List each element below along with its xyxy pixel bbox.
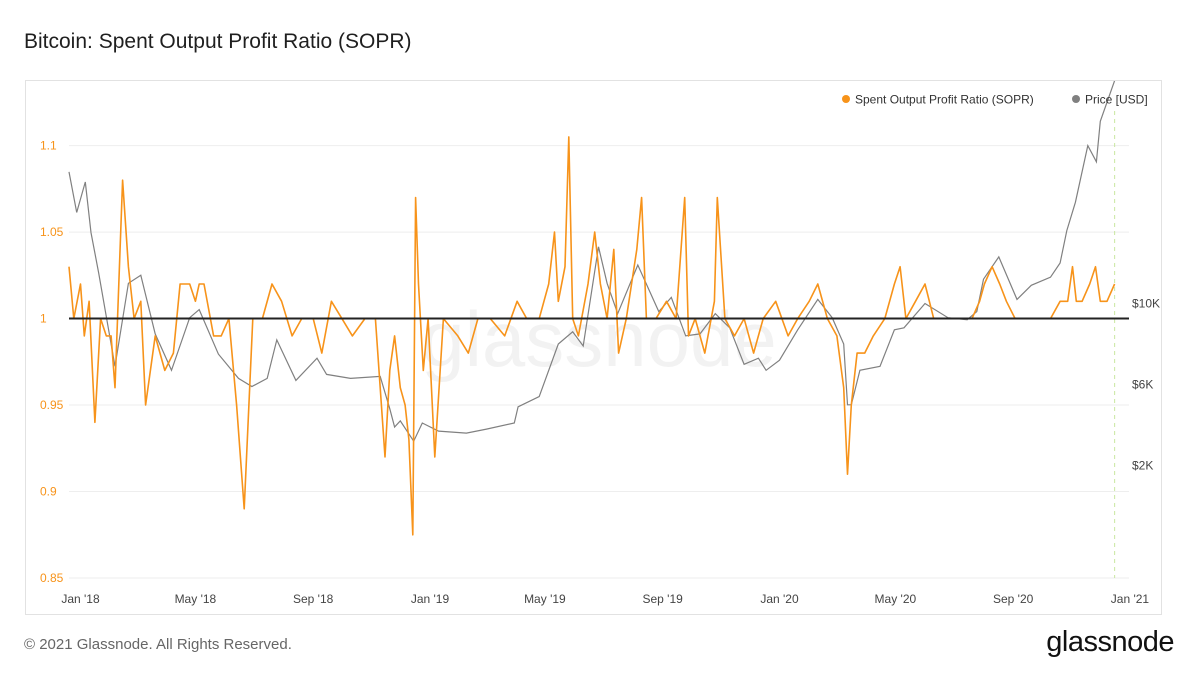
x-tick-label: Jan '20 — [760, 592, 799, 606]
copyright-footer: © 2021 Glassnode. All Rights Reserved. — [24, 636, 292, 653]
legend-label: Price [USD] — [1085, 93, 1148, 107]
y-left-tick-label: 0.95 — [40, 398, 64, 412]
y-left-tick-label: 1.1 — [40, 139, 57, 153]
glassnode-logo: glassnode — [1046, 626, 1174, 658]
chart-panel: glassnode 0.85 0.9 0.95 1 1.05 1.1 $2K $6K $10K Ja… — [25, 0, 1162, 615]
y-left-tick-label: 0.85 — [40, 571, 64, 585]
x-tick-label: Sep '19 — [643, 592, 684, 606]
price-series-line — [68, 0, 1124, 443]
sopr-chart: glassnode 0.85 0.9 0.95 1 1.05 1.1 $2K $6K $10K Ja… — [40, 0, 1160, 606]
x-tick-label: Sep '20 — [993, 592, 1034, 606]
y-right-tick-label: $2K — [1132, 459, 1153, 473]
y-right-tick-label: $10K — [1132, 297, 1160, 311]
x-tick-label: Sep '18 — [293, 592, 334, 606]
y-left-tick-label: 1.05 — [40, 225, 64, 239]
y-left-tick-label: 1 — [40, 312, 47, 326]
watermark: glassnode — [421, 295, 777, 383]
legend-marker — [1072, 95, 1080, 103]
x-tick-label: May '20 — [875, 592, 917, 606]
x-tick-label: May '19 — [524, 592, 566, 606]
legend-label: Spent Output Profit Ratio (SOPR) — [855, 93, 1034, 107]
x-tick-label: May '18 — [175, 592, 217, 606]
x-tick-label: Jan '18 — [61, 592, 100, 606]
y-left-tick-label: 0.9 — [40, 485, 57, 499]
x-tick-label: Jan '21 — [1111, 592, 1150, 606]
y-right-tick-label: $6K — [1132, 378, 1153, 392]
legend-marker — [842, 95, 850, 103]
chart-title: Bitcoin: Spent Output Profit Ratio (SOPR… — [24, 30, 412, 53]
x-tick-label: Jan '19 — [411, 592, 450, 606]
